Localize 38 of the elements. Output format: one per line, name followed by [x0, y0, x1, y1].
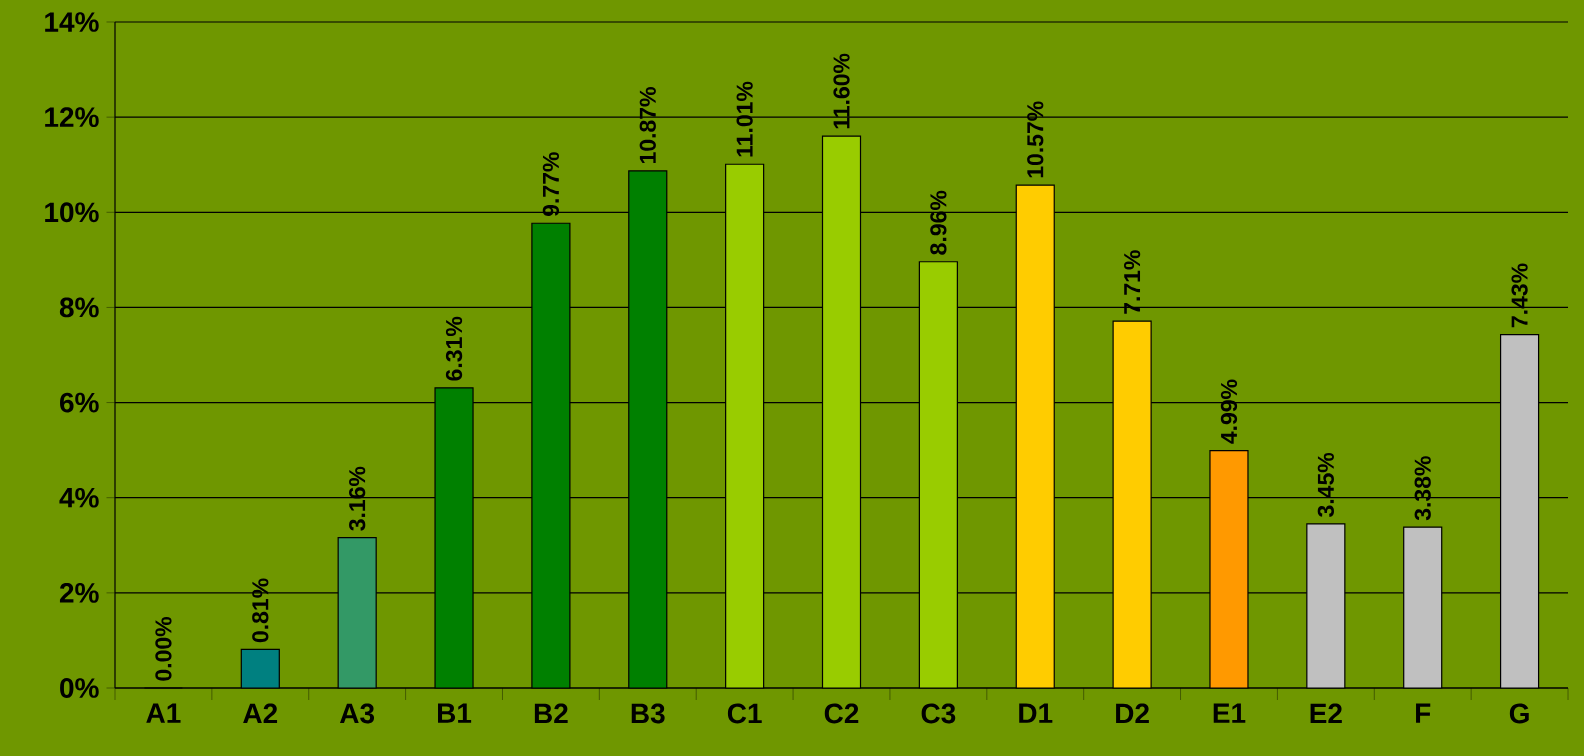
- data-label: 8.96%: [930, 190, 947, 255]
- data-label: 11.01%: [736, 81, 753, 157]
- y-tick-label: 12%: [45, 107, 99, 128]
- y-tick-label: 4%: [59, 487, 99, 508]
- x-tick-label: A2: [243, 703, 278, 724]
- x-tick-label: D2: [1116, 703, 1149, 724]
- x-tick-label: A3: [339, 703, 375, 724]
- data-label: 3.45%: [1317, 452, 1334, 517]
- y-tick-label: 0%: [60, 678, 99, 698]
- x-tick-label: A1: [146, 703, 181, 723]
- data-label: 9.77%: [542, 152, 560, 217]
- data-label: 6.31%: [445, 316, 463, 381]
- data-label: 3.16%: [349, 466, 366, 531]
- y-tick-label: 10%: [45, 202, 99, 223]
- x-tick-label: E2: [1310, 703, 1342, 724]
- data-label: 7.43%: [1511, 263, 1528, 328]
- x-tick-label: F: [1416, 703, 1431, 723]
- x-tick-label: D1: [1019, 703, 1053, 723]
- x-tick-label: C3: [921, 703, 956, 724]
- y-tick-label: 6%: [60, 392, 99, 413]
- x-tick-label: B1: [438, 703, 472, 723]
- data-label: 0.00%: [155, 617, 172, 681]
- y-tick-label: 2%: [59, 582, 99, 603]
- x-tick-label: G: [1509, 703, 1529, 724]
- data-label: 7.71%: [1124, 250, 1141, 314]
- x-tick-label: C2: [824, 703, 859, 724]
- x-tick-label: B3: [631, 703, 665, 724]
- data-label: 10.57%: [1027, 101, 1044, 178]
- x-tick-label: C1: [727, 703, 762, 724]
- data-label: 3.38%: [1414, 456, 1431, 521]
- x-tick-label: E1: [1213, 703, 1246, 723]
- data-label: 4.99%: [1220, 379, 1238, 444]
- x-tick-label: B2: [534, 703, 568, 724]
- data-label: 0.81%: [252, 578, 269, 643]
- data-label: 10.87%: [639, 87, 656, 164]
- data-label: 11.60%: [833, 53, 850, 129]
- y-tick-label: 14%: [45, 12, 99, 32]
- y-tick-label: 8%: [59, 297, 99, 318]
